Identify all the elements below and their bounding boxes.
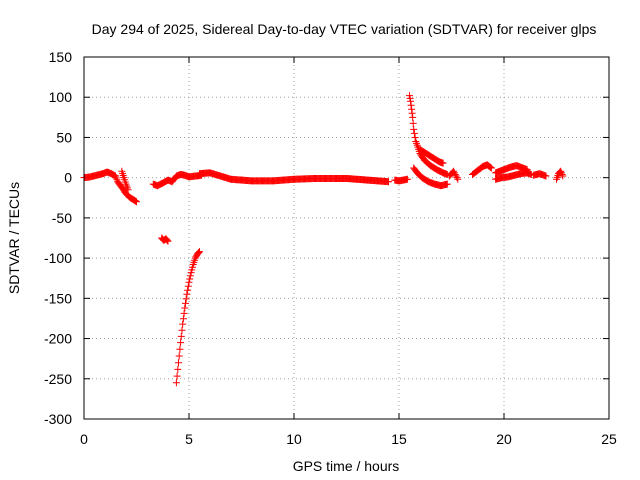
data-point — [182, 295, 190, 303]
data-point — [196, 248, 203, 256]
y-tick-label: -50 — [52, 210, 72, 226]
data-point — [179, 315, 187, 323]
data-point — [385, 178, 392, 186]
data-point — [443, 180, 451, 188]
data-point — [542, 172, 550, 180]
data-point — [184, 282, 192, 290]
data-point — [133, 198, 140, 206]
data-point — [411, 133, 419, 141]
data-point — [124, 186, 132, 194]
data-point — [180, 309, 188, 317]
y-tick-label: -150 — [44, 290, 72, 306]
data-point — [173, 372, 181, 380]
data-point — [407, 101, 415, 109]
chart-title: Day 294 of 2025, Sidereal Day-to-day VTE… — [92, 21, 597, 37]
data-point — [177, 339, 185, 347]
data-point — [174, 365, 182, 373]
data-point — [558, 170, 566, 178]
x-tick-label: 0 — [80, 431, 88, 447]
data-point — [407, 97, 415, 105]
data-point — [184, 286, 192, 294]
x-tick-label: 10 — [286, 431, 302, 447]
data-point — [195, 248, 203, 256]
data-point — [408, 109, 416, 117]
data-point — [557, 167, 565, 175]
y-tick-label: 150 — [49, 49, 73, 65]
data-point — [409, 119, 417, 127]
data-point — [181, 304, 189, 312]
data-point — [439, 159, 447, 167]
data-point — [178, 326, 186, 334]
data-point — [163, 236, 171, 244]
points-layer — [80, 92, 567, 387]
data-point — [185, 278, 193, 286]
x-axis-label: GPS time / hours — [293, 458, 400, 474]
data-point — [172, 379, 180, 387]
data-point — [410, 129, 418, 137]
y-tick-label: -100 — [44, 250, 72, 266]
data-point — [175, 359, 182, 367]
data-point — [177, 332, 185, 340]
data-point — [179, 320, 187, 328]
data-point — [409, 113, 417, 121]
data-point — [487, 163, 495, 171]
data-point — [410, 125, 418, 133]
data-point — [194, 249, 202, 257]
data-point — [131, 197, 139, 205]
tick-layer: 0 5 10 15 20 25 150 100 50 0 -50 -100 -150 -200 -250 -3… — [44, 49, 617, 447]
data-point — [450, 169, 458, 177]
data-point — [453, 174, 461, 182]
data-point — [450, 167, 458, 175]
x-tick-label: 15 — [391, 431, 407, 447]
data-point — [186, 275, 194, 283]
data-point — [559, 172, 567, 180]
data-point — [175, 352, 183, 360]
y-tick-label: -200 — [44, 331, 72, 347]
y-tick-label: 0 — [64, 170, 72, 186]
plot-frame — [83, 56, 610, 420]
data-point — [182, 299, 189, 307]
grid-layer — [84, 57, 609, 419]
data-point — [183, 290, 191, 298]
data-point — [163, 236, 171, 244]
data-point — [451, 170, 459, 178]
data-point — [486, 163, 494, 171]
data-point — [408, 105, 416, 113]
y-tick-label: -300 — [44, 411, 72, 427]
y-tick-label: 100 — [49, 89, 73, 105]
data-point — [132, 197, 140, 205]
y-axis-label: SDTVAR / TECUs — [6, 182, 22, 294]
data-point — [186, 272, 194, 280]
x-tick-label: 5 — [185, 431, 193, 447]
data-point — [164, 237, 172, 245]
data-point — [452, 172, 460, 180]
data-point — [557, 169, 565, 177]
data-point — [176, 345, 184, 353]
data-point — [487, 164, 495, 172]
y-tick-label: -250 — [44, 371, 72, 387]
x-tick-label: 25 — [601, 431, 617, 447]
data-point — [403, 175, 411, 183]
x-tick-label: 20 — [496, 431, 512, 447]
y-tick-label: 50 — [56, 129, 72, 145]
data-point — [454, 175, 462, 183]
